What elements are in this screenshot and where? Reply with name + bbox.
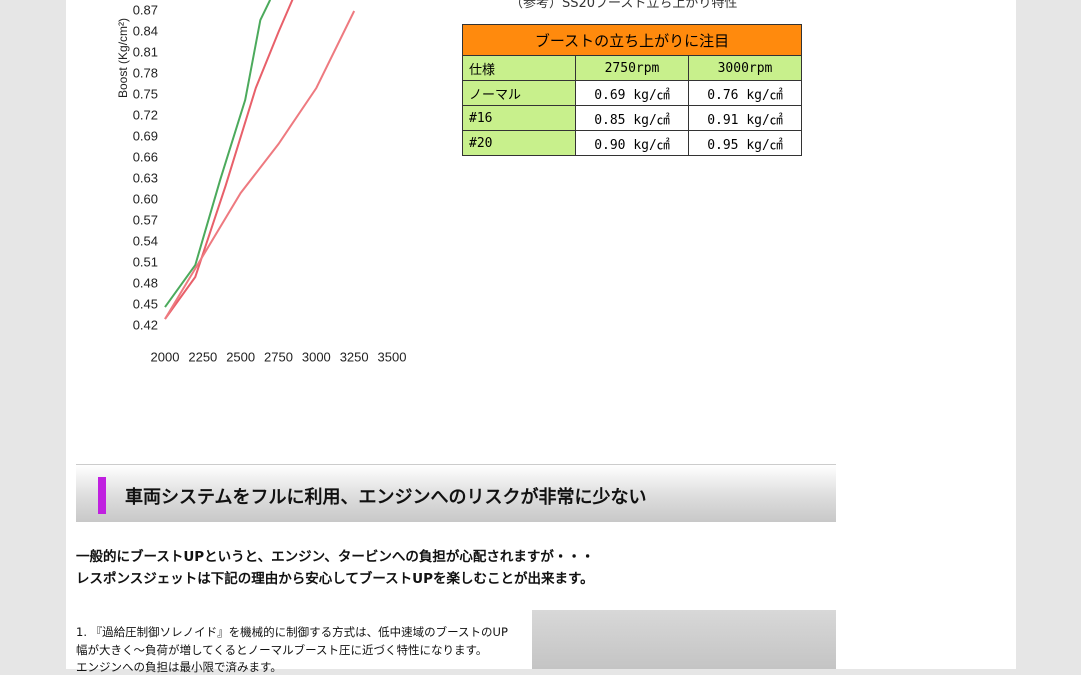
photo bbox=[532, 610, 836, 669]
table-header: 仕様 bbox=[462, 55, 576, 81]
section-heading: 車両システムをフルに利用、エンジンへのリスクが非常に少ない bbox=[125, 487, 647, 508]
y-tick-label: 0.75 bbox=[133, 86, 158, 101]
paragraph-line: レスポンスジェットは下記の理由から安心してブーストUPを楽しむことが出来ます。 bbox=[76, 571, 594, 587]
list-line: 1. 『過給圧制御ソレノイド』を機械的に制御する方式は、低中速域のブーストのUP bbox=[76, 625, 508, 639]
y-tick-label: 0.57 bbox=[133, 212, 158, 227]
x-tick-label: 2250 bbox=[188, 349, 217, 364]
table-cell: #16 bbox=[462, 105, 576, 131]
table-header: 3000rpm bbox=[688, 55, 802, 81]
table-cell: 0.76 kg/㎠ bbox=[688, 80, 802, 106]
list-line: エンジンへの負担は最小限で済みます。 bbox=[76, 660, 282, 674]
table-cell: 0.91 kg/㎠ bbox=[688, 105, 802, 131]
y-tick-label: 0.51 bbox=[133, 254, 158, 269]
table-cell: 0.90 kg/㎠ bbox=[575, 130, 689, 156]
line bbox=[164, 0, 272, 308]
y-tick-label: 0.69 bbox=[133, 128, 158, 143]
y-tick-label: 0.42 bbox=[133, 317, 158, 332]
y-tick-label: 0.84 bbox=[133, 23, 158, 38]
line bbox=[164, 0, 294, 320]
y-tick-label: 0.72 bbox=[133, 107, 158, 122]
table-cell: 0.69 kg/㎠ bbox=[575, 80, 689, 106]
x-tick-label: 2500 bbox=[226, 349, 255, 364]
table-cell: ノーマル bbox=[462, 80, 576, 106]
table-header: 2750rpm bbox=[575, 55, 689, 81]
x-tick-label: 2750 bbox=[264, 349, 293, 364]
boost-table: ブーストの立ち上がりに注目 仕様 2750rpm 3000rpm ノーマル 0.69 … bbox=[462, 24, 802, 156]
paragraph-line: 一般的にブーストUPというと、エンジン、タービンへの負担が心配されますが・・・ bbox=[76, 549, 595, 565]
accent-bar bbox=[98, 477, 106, 514]
y-tick-label: 0.45 bbox=[133, 296, 158, 311]
x-tick-label: 3250 bbox=[340, 349, 369, 364]
y-tick-label: 0.54 bbox=[133, 233, 158, 248]
y-tick-label: 0.60 bbox=[133, 191, 158, 206]
list-line: 幅が大きく～負荷が増してくるとノーマルブースト圧に近づく特性になります。 bbox=[76, 643, 488, 657]
y-tick-label: 0.48 bbox=[133, 275, 158, 290]
y-axis-label: Boost (Kg/cm²) bbox=[116, 18, 130, 98]
y-tick-label: 0.78 bbox=[133, 65, 158, 80]
line bbox=[164, 10, 356, 320]
y-tick-label: 0.81 bbox=[133, 44, 158, 59]
table-cell: #20 bbox=[462, 130, 576, 156]
section-band: 車両システムをフルに利用、エンジンへのリスクが非常に少ない bbox=[76, 464, 836, 522]
chart-caption: （参考）SS20ブースト立ち上がり特性 bbox=[510, 0, 738, 11]
x-tick-label: 3000 bbox=[302, 349, 331, 364]
table-cell: 0.95 kg/㎠ bbox=[688, 130, 802, 156]
y-tick-label: 0.63 bbox=[133, 170, 158, 185]
y-tick-label: 0.66 bbox=[133, 149, 158, 164]
table-cell: 0.85 kg/㎠ bbox=[575, 105, 689, 131]
boost-chart: Boost (Kg/cm²) 0.42 0.45 0.48 0.51 0.54 0.57 0… bbox=[116, 0, 407, 364]
x-tick-label: 2000 bbox=[151, 349, 180, 364]
y-tick-label: 0.87 bbox=[133, 2, 158, 17]
x-tick-label: 3500 bbox=[378, 349, 407, 364]
table-title: ブーストの立ち上がりに注目 bbox=[462, 24, 802, 56]
